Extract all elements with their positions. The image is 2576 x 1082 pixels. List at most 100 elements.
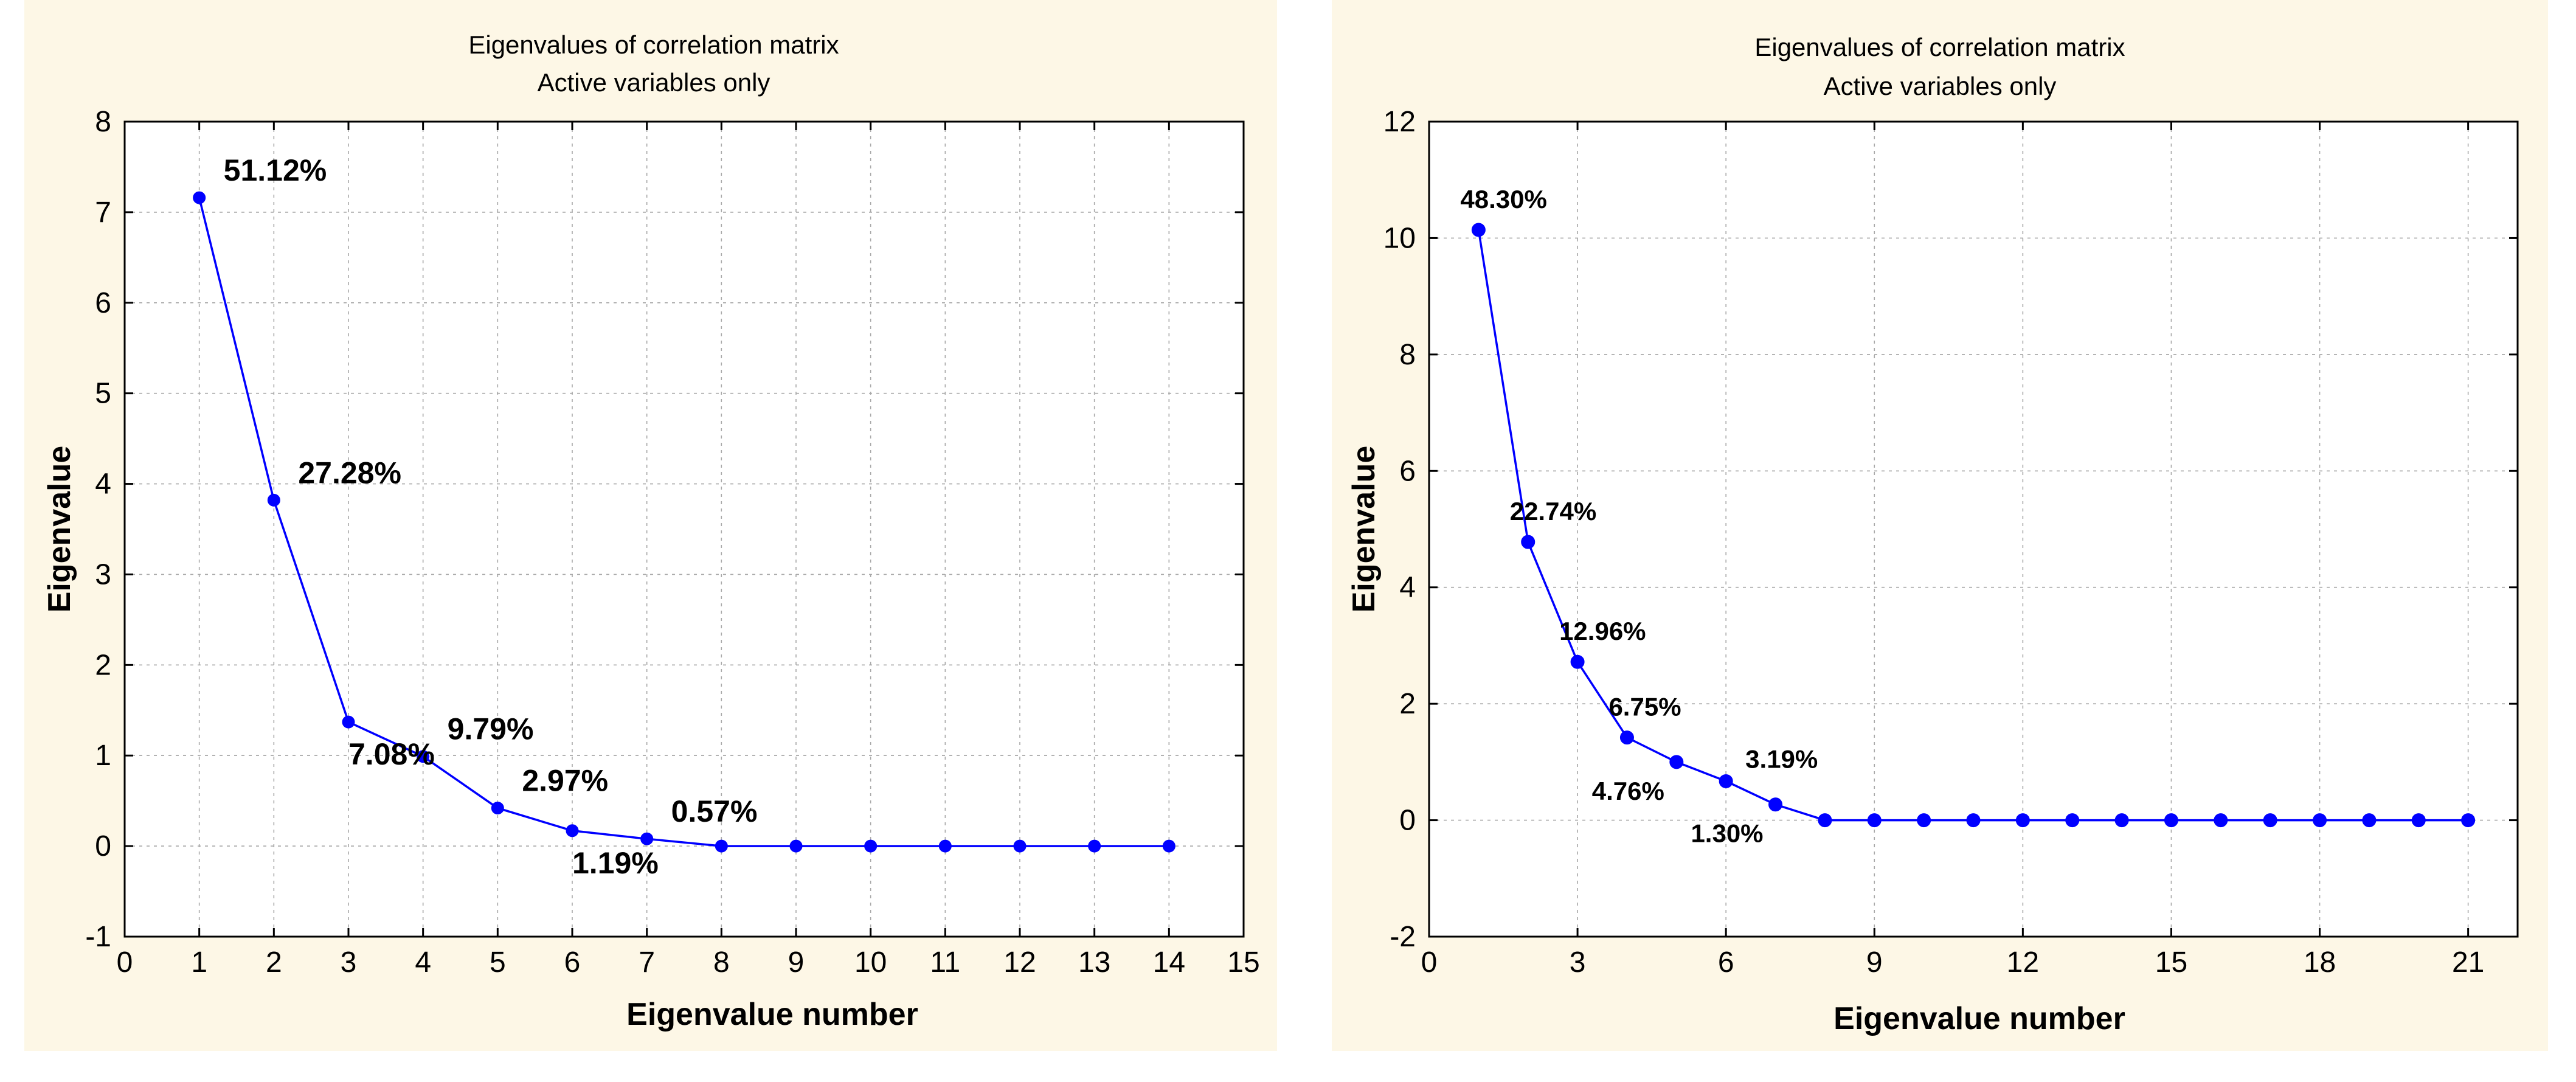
y-tick-label: -1 — [85, 921, 111, 953]
axis-ticks — [1428, 120, 2518, 938]
data-point — [2164, 813, 2178, 828]
data-point — [864, 839, 878, 853]
x-tick-label: 12 — [1003, 946, 1036, 979]
y-tick-label: 0 — [1399, 805, 1416, 837]
x-tick-label: 18 — [2304, 946, 2336, 979]
x-tick-label: 10 — [854, 946, 887, 979]
data-point — [2263, 813, 2277, 828]
scree-plot-left: 0 1 2 3 4 5 6 7 8 9 10 11 12 13 14 15 -1 0 1 2 3 4 5 6 7 8 51.12… — [24, 0, 1277, 1051]
y-axis-title: Eigenvalue — [1346, 446, 1382, 613]
data-label: 7.08% — [348, 737, 435, 771]
data-point — [2214, 813, 2228, 828]
data-point — [2313, 813, 2327, 828]
eigenvalue-series — [193, 191, 1175, 853]
y-tick-label: 3 — [95, 558, 111, 591]
x-tick-label: 9 — [1866, 946, 1883, 979]
y-axis-title: Eigenvalue — [42, 446, 77, 613]
y-tick-label: 2 — [1399, 688, 1416, 720]
x-tick-label: 9 — [788, 946, 805, 979]
data-label: 4.76% — [1592, 777, 1664, 805]
x-tick-labels: 0 3 6 9 12 15 18 21 — [1421, 946, 2485, 979]
data-label: 3.19% — [1745, 744, 1818, 773]
data-point — [1966, 813, 1981, 828]
data-point — [2411, 813, 2426, 828]
x-tick-label: 0 — [117, 946, 133, 979]
data-point — [342, 715, 355, 729]
data-point — [566, 824, 579, 838]
chart-subtitle: Active variables only — [1824, 72, 2057, 100]
x-tick-label: 1 — [191, 946, 207, 979]
data-point — [1162, 839, 1175, 853]
x-tick-label: 7 — [639, 946, 655, 979]
y-tick-label: 1 — [95, 740, 111, 772]
x-tick-label: 21 — [2452, 946, 2484, 979]
data-point — [2015, 813, 2030, 828]
data-point — [193, 191, 206, 204]
data-point — [1088, 839, 1101, 853]
series-line — [198, 197, 1169, 847]
data-point — [1521, 535, 1536, 549]
data-point — [1619, 730, 1634, 745]
data-point — [1669, 755, 1684, 769]
x-tick-label: 13 — [1078, 946, 1110, 979]
x-tick-label: 11 — [930, 946, 960, 979]
y-tick-label: 5 — [95, 378, 111, 410]
x-tick-label: 8 — [713, 946, 730, 979]
y-tick-label: 4 — [95, 468, 111, 501]
plot-area — [125, 122, 1244, 937]
data-point — [938, 839, 952, 853]
data-labels: 48.30% 22.74% 12.96% 6.75% 4.76% 3.19% 1.30% — [1460, 185, 1818, 848]
data-label: 0.57% — [671, 794, 758, 828]
x-tick-label: 4 — [415, 946, 431, 979]
data-point — [789, 839, 803, 853]
y-tick-label: 0 — [95, 830, 111, 862]
grid-lines — [125, 122, 1244, 937]
y-tick-label: 2 — [95, 649, 111, 681]
y-tick-label: 10 — [1383, 222, 1416, 254]
x-tick-label: 3 — [341, 946, 357, 979]
scree-plot-right: 0 3 6 9 12 15 18 21 -2 0 2 4 6 8 10 12 48.30% 22.74% 12.… — [1332, 0, 2548, 1051]
plot-frame — [123, 120, 1245, 938]
data-point — [1917, 813, 1931, 828]
data-point — [1013, 839, 1027, 853]
chart-title: Eigenvalues of correlation matrix — [468, 30, 839, 59]
data-label: 2.97% — [522, 764, 608, 798]
y-tick-label: 12 — [1383, 106, 1416, 138]
axis-ticks — [123, 120, 1245, 938]
data-point — [1471, 223, 1486, 237]
x-axis-title: Eigenvalue number — [626, 997, 918, 1032]
data-point — [417, 750, 430, 763]
data-point — [2461, 813, 2476, 828]
data-point — [2065, 813, 2080, 828]
x-tick-label: 14 — [1153, 946, 1185, 979]
y-tick-label: 6 — [1399, 455, 1416, 487]
y-tick-label: 8 — [95, 106, 111, 138]
x-tick-label: 2 — [266, 946, 282, 979]
y-tick-labels: -2 0 2 4 6 8 10 12 — [1383, 106, 1416, 953]
data-point — [715, 839, 728, 853]
x-tick-label: 6 — [564, 946, 581, 979]
x-axis-title: Eigenvalue number — [1833, 1001, 2125, 1036]
eigenvalue-series — [1471, 223, 2476, 828]
data-point — [267, 493, 280, 507]
plot-frame — [1428, 120, 2519, 938]
data-label: 9.79% — [448, 712, 534, 746]
data-label: 6.75% — [1608, 693, 1681, 721]
y-tick-label: 7 — [95, 196, 111, 229]
x-tick-label: 12 — [2007, 946, 2039, 979]
y-tick-label: 4 — [1399, 572, 1416, 604]
chart-title: Eigenvalues of correlation matrix — [1754, 33, 2125, 61]
x-tick-label: 15 — [2155, 946, 2187, 979]
x-tick-label: 0 — [1421, 946, 1438, 979]
data-point — [1768, 797, 1783, 812]
y-tick-label: -2 — [1390, 921, 1416, 953]
data-label: 48.30% — [1460, 185, 1546, 213]
data-point — [2114, 813, 2129, 828]
data-label: 12.96% — [1559, 617, 1646, 645]
data-label: 51.12% — [224, 153, 327, 187]
data-point — [1719, 774, 1733, 788]
x-tick-label: 6 — [1718, 946, 1734, 979]
data-point — [640, 832, 654, 845]
x-tick-label: 5 — [490, 946, 506, 979]
